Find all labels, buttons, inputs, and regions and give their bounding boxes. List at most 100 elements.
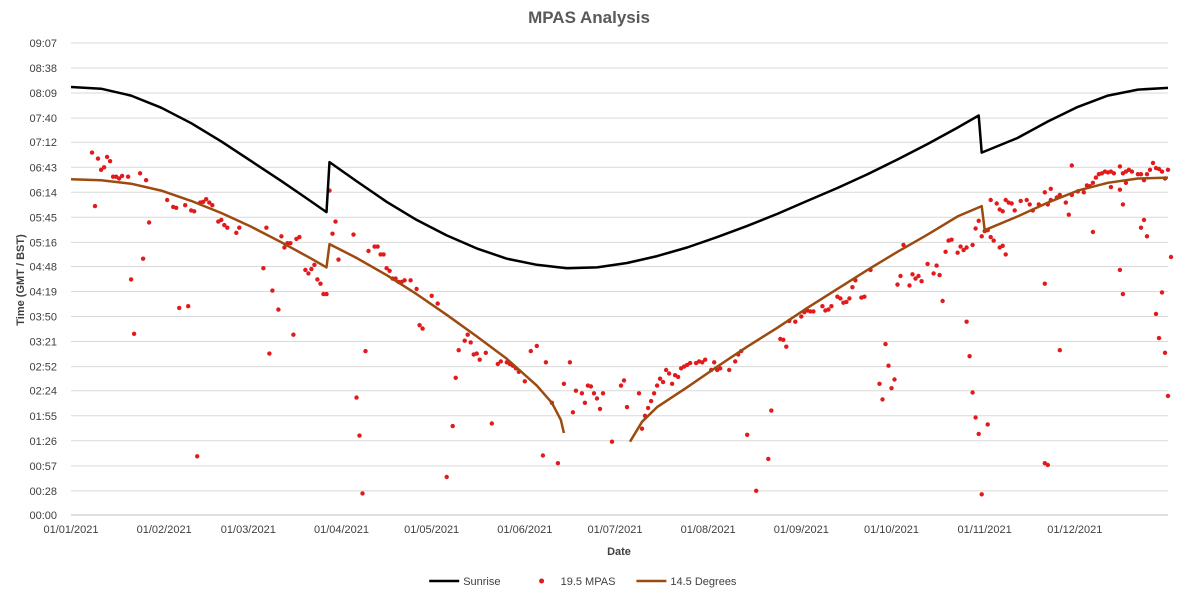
data-point-19-5-mpas [1042,281,1048,286]
data-point-19-5-mpas [1138,172,1144,177]
data-point-19-5-mpas [943,249,948,254]
data-point-19-5-mpas [889,386,894,391]
y-tick-label: 04:48 [29,261,57,273]
data-point-19-5-mpas [793,319,798,324]
data-point-19-5-mpas [1018,198,1023,204]
legend-label: Sunrise [463,576,500,588]
series-line-14-5-degrees [70,178,566,434]
data-point-19-5-mpas [354,395,359,400]
y-tick-label: 06:14 [29,187,57,199]
data-point-19-5-mpas [264,225,269,230]
data-point-19-5-mpas [495,361,500,367]
data-point-19-5-mpas [116,176,122,181]
data-point-19-5-mpas [931,271,936,276]
data-point-19-5-mpas [600,391,606,396]
data-point-19-5-mpas [958,244,963,249]
series-layer [70,85,1174,497]
y-tick-label: 08:38 [29,63,57,75]
x-axis-ticks: 01/01/2021 01/02/2021 01/03/2021 01/04/2021… [43,524,1102,536]
data-point-19-5-mpas [621,378,627,383]
legend-item-19-5-mpas: 19.5 MPAS [539,576,615,588]
data-point-19-5-mpas [435,301,440,306]
data-point-19-5-mpas [543,360,549,365]
data-point-19-5-mpas [1120,291,1126,297]
data-point-19-5-mpas [666,371,672,376]
data-point-19-5-mpas [384,266,389,271]
data-point-19-5-mpas [703,357,708,362]
data-point-19-5-mpas [799,314,804,319]
data-point-19-5-mpas [456,348,461,353]
data-point-19-5-mpas [444,474,449,480]
data-point-19-5-mpas [1066,212,1072,217]
data-point-19-5-mpas [1111,171,1117,176]
data-point-19-5-mpas [131,331,137,336]
data-point-19-5-mpas [973,415,978,420]
data-point-19-5-mpas [306,271,311,276]
y-tick-label: 00:57 [29,461,57,473]
data-point-19-5-mpas [366,248,371,254]
x-axis-title: Date [607,546,631,558]
legend-swatch [539,578,545,584]
x-tick-label: 01/10/2021 [864,524,919,536]
y-tick-label: 00:28 [29,486,57,498]
data-point-19-5-mpas [967,354,972,359]
data-point-19-5-mpas [1069,163,1075,168]
x-tick-label: 01/03/2021 [221,524,276,536]
x-tick-label: 01/07/2021 [587,524,642,536]
data-point-19-5-mpas [648,398,654,404]
data-point-19-5-mpas [450,423,455,429]
data-point-19-5-mpas [901,242,906,248]
data-point-19-5-mpas [1123,180,1129,185]
data-point-19-5-mpas [919,279,924,284]
data-point-19-5-mpas [916,273,921,279]
legend-item-sunrise: Sunrise [429,576,500,588]
data-point-19-5-mpas [1144,234,1150,239]
data-point-19-5-mpas [1129,169,1135,174]
data-point-19-5-mpas [700,360,705,365]
data-point-19-5-mpas [964,319,969,324]
data-point-19-5-mpas [1003,197,1008,203]
data-point-19-5-mpas [645,405,651,411]
y-tick-label: 04:19 [29,287,57,299]
data-point-19-5-mpas [333,219,338,224]
gridlines [71,42,1168,492]
data-point-19-5-mpas [1012,208,1017,213]
data-point-19-5-mpas [309,266,314,272]
data-point-19-5-mpas [107,159,113,164]
data-point-19-5-mpas [991,238,996,243]
data-point-19-5-mpas [961,247,966,253]
data-point-19-5-mpas [98,167,104,172]
data-point-19-5-mpas [408,278,413,283]
data-point-19-5-mpas [1090,180,1096,185]
data-point-19-5-mpas [582,400,588,405]
data-point-19-5-mpas [970,242,975,248]
data-point-19-5-mpas [1120,202,1126,207]
data-point-19-5-mpas [988,234,993,240]
data-point-19-5-mpas [207,200,212,205]
data-point-19-5-mpas [210,203,215,208]
data-point-19-5-mpas [140,256,146,261]
x-tick-label: 01/11/2021 [958,524,1012,536]
data-point-19-5-mpas [165,197,170,203]
data-point-19-5-mpas [1162,350,1168,355]
data-point-19-5-mpas [465,332,470,337]
x-tick-label: 01/01/2021 [43,524,98,536]
data-point-19-5-mpas [143,178,149,183]
data-point-19-5-mpas [540,453,546,458]
data-point-19-5-mpas [895,282,900,287]
data-point-19-5-mpas [1153,311,1159,317]
data-point-19-5-mpas [844,299,849,305]
data-point-19-5-mpas [351,232,356,237]
data-point-19-5-mpas [381,252,386,257]
data-point-19-5-mpas [976,218,981,223]
data-point-19-5-mpas [453,375,458,380]
data-point-19-5-mpas [654,383,660,388]
data-point-19-5-mpas [291,332,296,337]
data-point-19-5-mpas [1057,192,1063,198]
data-point-19-5-mpas [880,397,885,402]
data-point-19-5-mpas [468,340,473,345]
y-axis-title: Time (GMT / BST) [15,234,27,326]
data-point-19-5-mpas [745,432,750,437]
data-point-19-5-mpas [276,307,281,312]
data-point-19-5-mpas [579,391,585,396]
